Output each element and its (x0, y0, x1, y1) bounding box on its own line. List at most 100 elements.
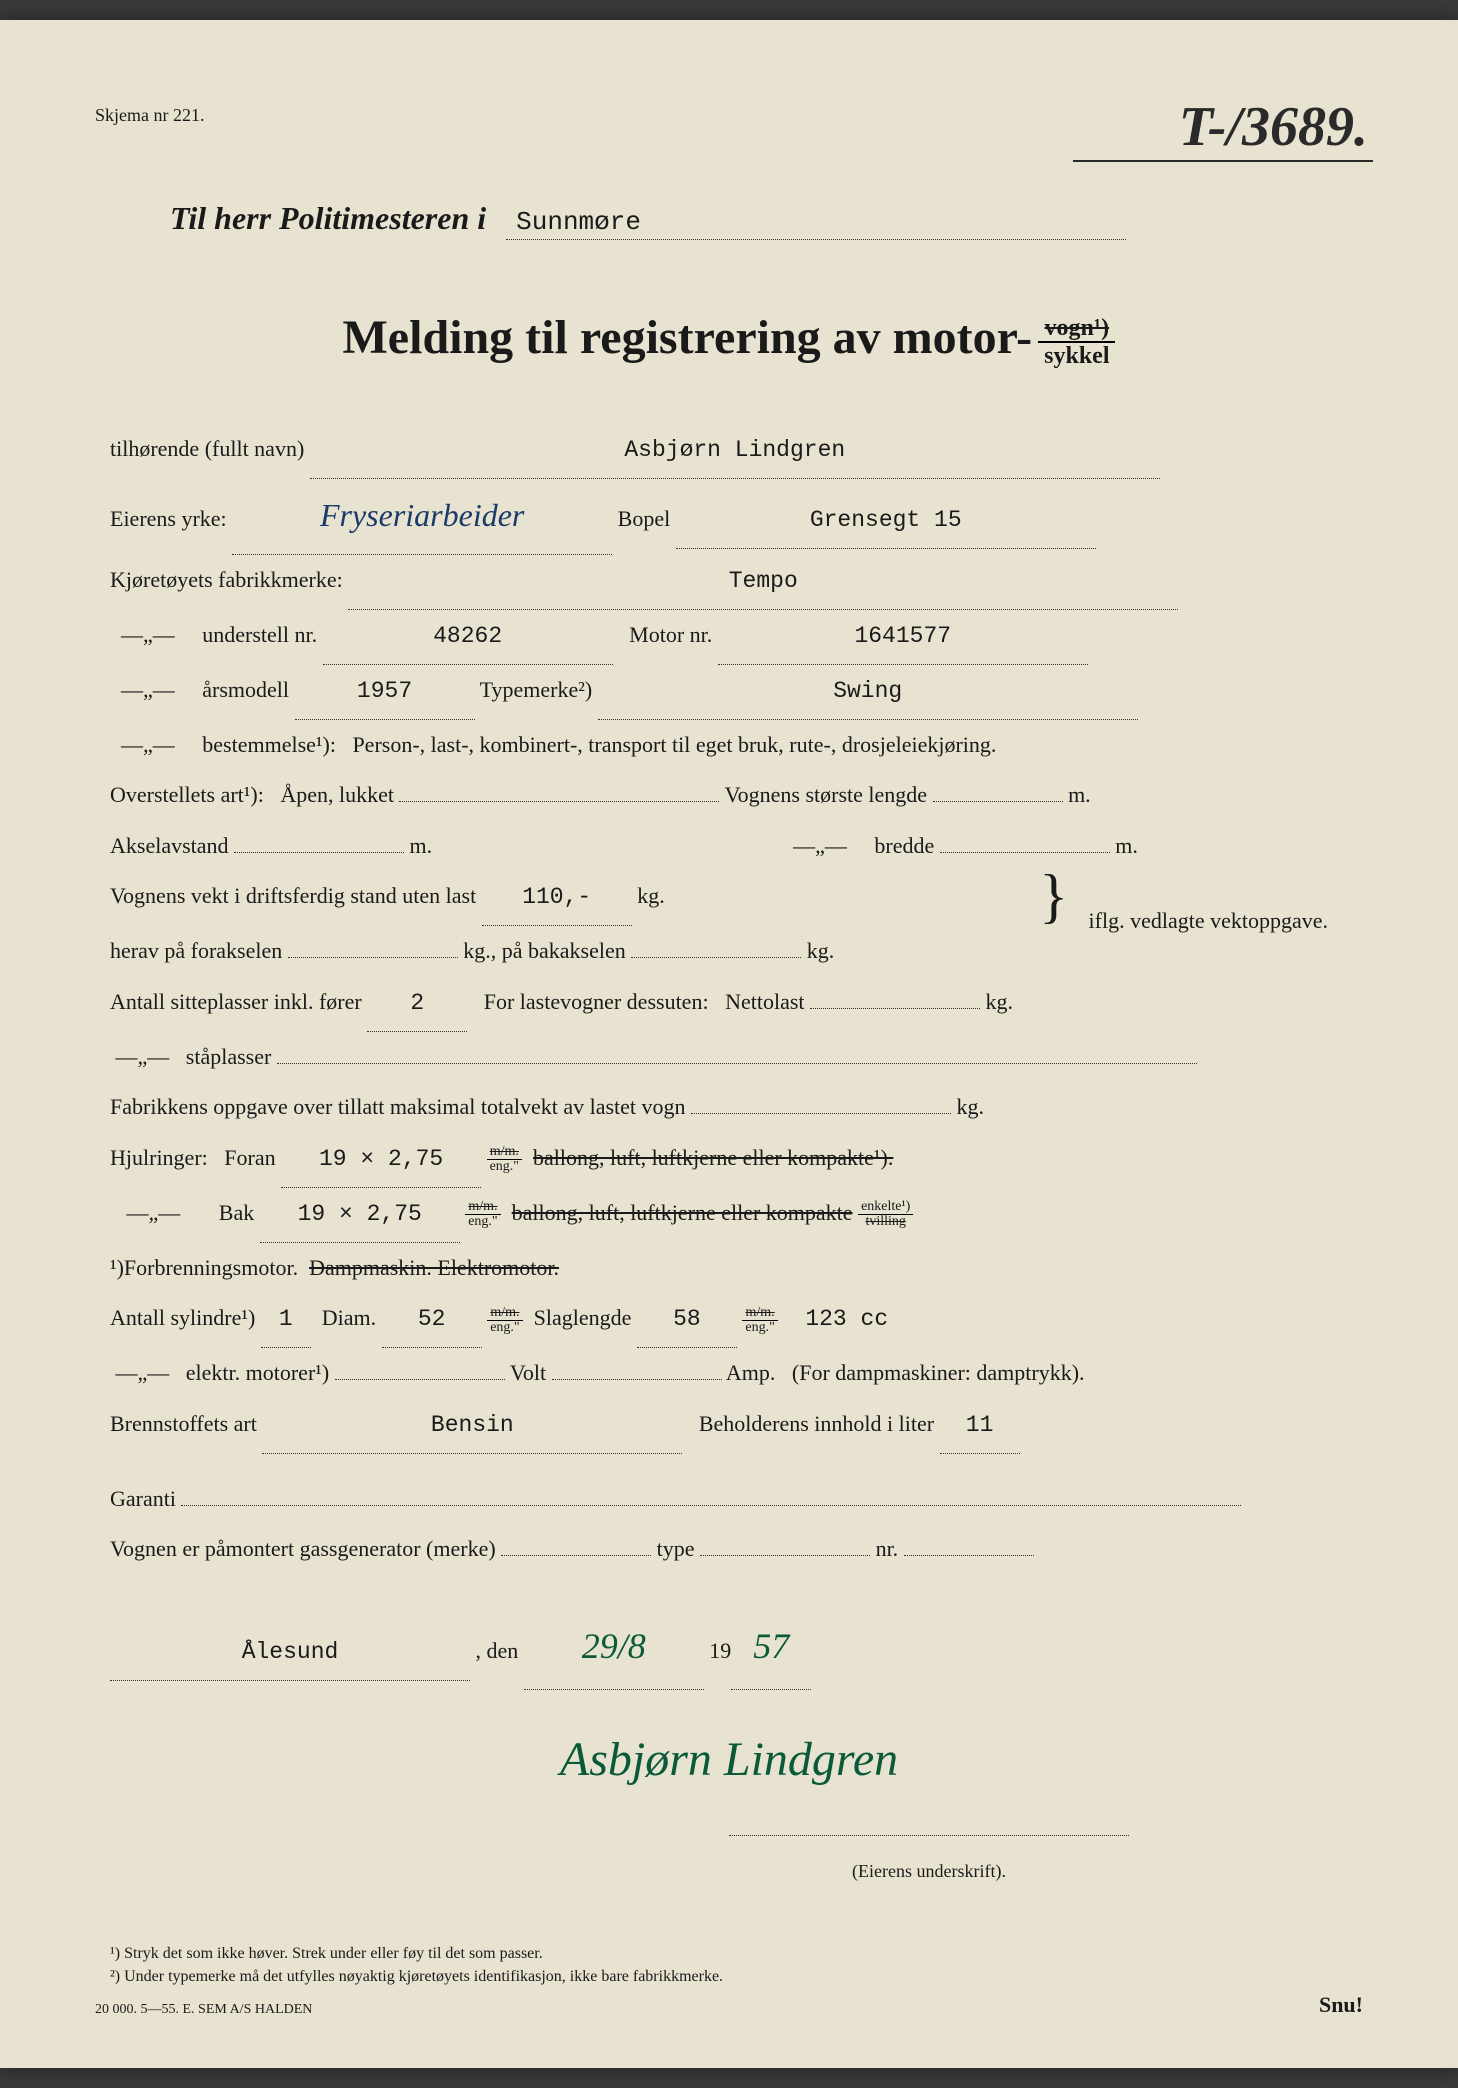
value-year-hand: 57 (731, 1605, 811, 1690)
ditto-6: —„— (127, 1200, 181, 1225)
addressee-prefix: Til herr Politimesteren i (170, 200, 486, 236)
label-fuel: Brennstoffets art (110, 1411, 257, 1436)
value-tire-rear: 19 × 2,75 (260, 1188, 460, 1243)
footnotes: ¹) Stryk det som ikke høver. Strek under… (110, 1943, 723, 1988)
value-weight: 110,- (482, 871, 632, 926)
ditto-7: —„— (116, 1360, 170, 1385)
value-diam: 52 (382, 1293, 482, 1348)
row-date: Ålesund , den 29/8 1957 (110, 1605, 1348, 1690)
label-tires: Hjulringer: (110, 1145, 208, 1170)
row-electric: —„— elektr. motorer¹) Volt Amp. (For dam… (110, 1348, 1348, 1399)
text-purpose: Person-, last-, kombinert-, transport ti… (352, 732, 996, 757)
unit-kg-4: kg. (986, 989, 1014, 1014)
row-year: —„— årsmodell 1957 Typemerke²) Swing (110, 665, 1348, 720)
value-type: Swing (598, 665, 1138, 720)
row-seats: Antall sitteplasser inkl. fører 2 For la… (110, 977, 1348, 1032)
unit-m-1: m. (1068, 782, 1091, 807)
label-width: bredde (874, 833, 934, 858)
value-cylinders: 1 (261, 1293, 311, 1348)
unit-kg-3: kg. (807, 938, 835, 963)
signature-label: (Eierens underskrift). (510, 1810, 1348, 1893)
label-chassis: understell nr. (202, 622, 317, 647)
value-displacement: 123 cc (805, 1306, 888, 1332)
label-length: Vognens største lengde (725, 782, 927, 807)
blank-gasgen-nr (904, 1554, 1034, 1556)
row-gasgen: Vognen er påmontert gassgenerator (merke… (110, 1524, 1348, 1575)
document-page: Skjema nr 221. T-/3689. Til herr Politim… (0, 20, 1458, 2068)
text-weight-note: iflg. vedlagte vektoppgave. (1089, 896, 1328, 947)
label-year-prefix: 19 (709, 1638, 731, 1663)
row-standing: —„— ståplasser (110, 1032, 1348, 1083)
blank-warranty (181, 1504, 1241, 1506)
label-type: Typemerke²) (480, 677, 593, 702)
unit-m-3: m. (1115, 833, 1138, 858)
blank-standing (277, 1062, 1197, 1064)
document-title: Melding til registrering av motor- vogn¹… (110, 310, 1348, 369)
unit-kg-5: kg. (957, 1094, 985, 1119)
label-gasgen-type: type (657, 1536, 695, 1561)
text-body: Åpen, lukket (280, 782, 394, 807)
ditto-1: —„— (121, 622, 175, 647)
blank-wheelbase (234, 851, 404, 853)
label-year: årsmodell (202, 677, 289, 702)
title-vogn: vogn¹) (1038, 315, 1115, 343)
label-front: Foran (224, 1145, 275, 1170)
unit-fraction-3: m/m.eng." (487, 1306, 522, 1335)
blank-netload (810, 1007, 980, 1009)
owner-signature: Asbjørn Lindgren (110, 1705, 1348, 1815)
blank-length (933, 800, 1063, 802)
text-tire-options-2: ballong, luft, luftkjerne eller kompakte (512, 1200, 853, 1225)
blank-gasgen-make (501, 1554, 651, 1556)
label-stroke: Slaglengde (534, 1305, 632, 1330)
label-warranty: Garanti (110, 1486, 176, 1511)
label-rear-axle: på bakakselen (502, 938, 626, 963)
title-fraction: vogn¹) sykkel (1038, 315, 1115, 370)
value-fuel: Bensin (262, 1399, 682, 1454)
unit-fraction-1: m/m.eng." (487, 1145, 522, 1174)
brace-icon: } (1039, 881, 1068, 911)
row-chassis: —„— understell nr. 48262 Motor nr. 16415… (110, 610, 1348, 665)
row-maxweight: Fabrikkens oppgave over tillatt maksimal… (110, 1082, 1348, 1133)
text-damp: (For dampmaskiner: damptrykk). (792, 1360, 1085, 1385)
ditto-3: —„— (121, 732, 175, 757)
signature-caption: (Eierens underskrift). (852, 1861, 1006, 1881)
label-tank: Beholderens innhold i liter (699, 1411, 934, 1436)
row-wheelbase: Akselavstand m. —„— bredde m. (110, 821, 1348, 872)
signature-line (729, 1834, 1129, 1836)
row-body: Overstellets art¹): Åpen, lukket Vognens… (110, 770, 1348, 821)
text-tire-options-1: ballong, luft, luftkjerne eller kompakte… (533, 1145, 893, 1170)
form-number: Skjema nr 221. (95, 105, 205, 126)
label-seats: Antall sitteplasser inkl. fører (110, 989, 362, 1014)
unit-fraction-2: m/m.eng." (465, 1200, 500, 1229)
row-warranty: Garanti (110, 1474, 1348, 1525)
ditto-4: —„— (793, 833, 847, 858)
label-full-name: tilhørende (fullt navn) (110, 436, 304, 461)
addressee-line: Til herr Politimesteren i Sunnmøre (170, 200, 1348, 240)
footnote-1: ¹) Stryk det som ikke høver. Strek under… (110, 1943, 723, 1965)
row-engine-type: ¹)Forbrenningsmotor. Dampmaskin. Elektro… (110, 1243, 1348, 1294)
blank-maxweight (691, 1112, 951, 1114)
value-tank: 11 (940, 1399, 1020, 1454)
label-engine-type: ¹)Forbrenningsmotor. (110, 1255, 298, 1280)
value-make: Tempo (348, 555, 1178, 610)
footnote-2: ²) Under typemerke må det utfylles nøyak… (110, 1966, 723, 1988)
row-make: Kjøretøyets fabrikkmerke: Tempo (110, 555, 1348, 610)
label-front-axle: herav på forakselen (110, 938, 282, 963)
row-tires-front: Hjulringer: Foran 19 × 2,75 m/m.eng." ba… (110, 1133, 1348, 1188)
title-main: Melding til registrering av motor- (343, 311, 1033, 364)
value-place: Ålesund (110, 1626, 470, 1681)
label-purpose: bestemmelse¹): (202, 732, 336, 757)
label-make: Kjøretøyets fabrikkmerke: (110, 567, 343, 592)
value-residence: Grensegt 15 (676, 494, 1096, 549)
blank-body (399, 800, 719, 802)
label-volt: Volt (510, 1360, 546, 1385)
value-seats: 2 (367, 977, 467, 1032)
print-code: 20 000. 5—55. E. SEM A/S HALDEN (95, 2002, 312, 2018)
label-profession: Eierens yrke: (110, 506, 227, 531)
label-gasgen: Vognen er påmontert gassgenerator (merke… (110, 1536, 496, 1561)
row-cylinders: Antall sylindre¹) 1 Diam. 52 m/m.eng." S… (110, 1293, 1348, 1348)
unit-m-2: m. (410, 833, 433, 858)
ditto-2: —„— (121, 677, 175, 702)
form-body: tilhørende (fullt navn) Asbjørn Lindgren… (110, 424, 1348, 1892)
value-full-name: Asbjørn Lindgren (310, 424, 1160, 479)
